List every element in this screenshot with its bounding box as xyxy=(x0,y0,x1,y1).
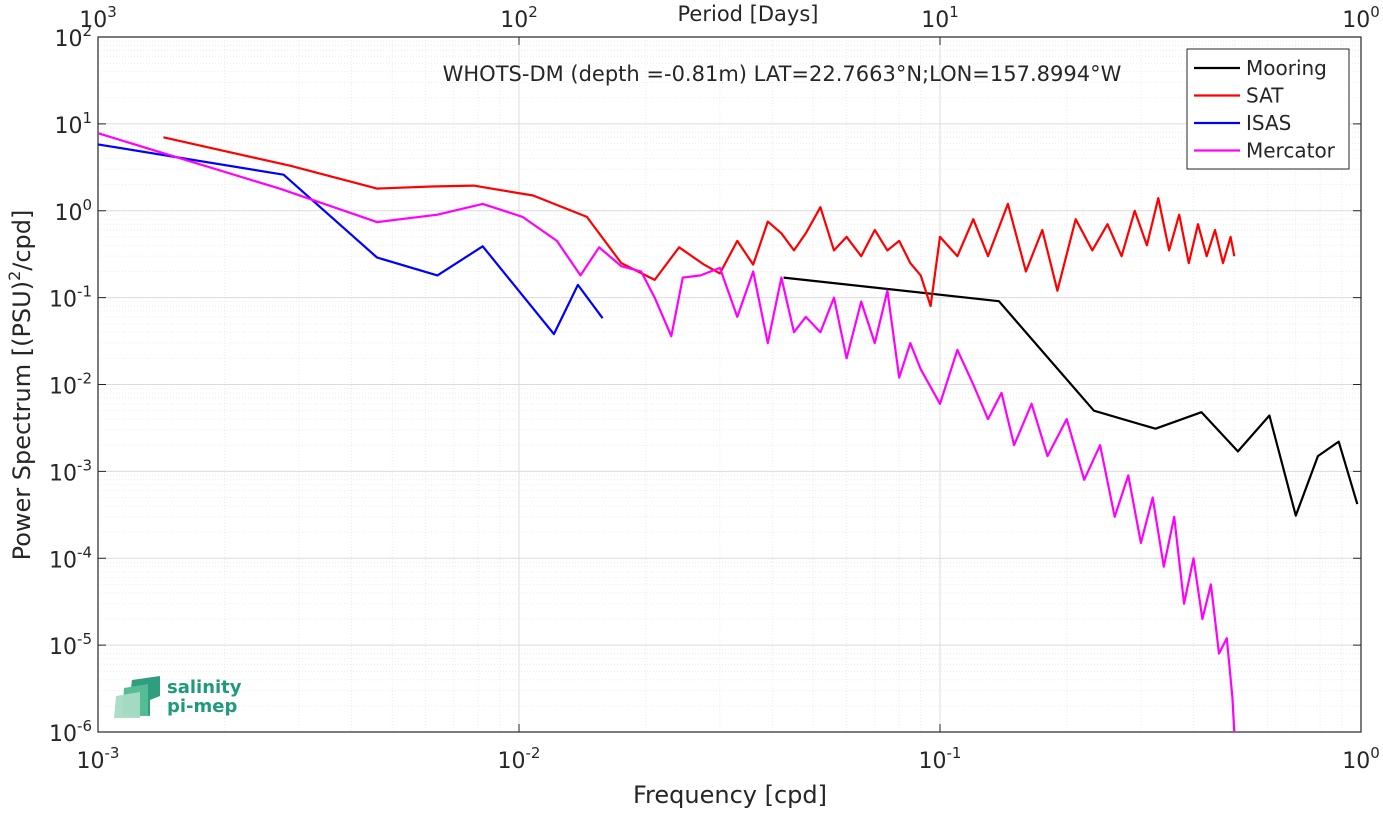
logo-text-salinity: salinity xyxy=(167,677,242,698)
series-line-sat xyxy=(163,136,1236,308)
legend-label-sat: SAT xyxy=(1246,84,1284,108)
salinity-pi-mep-logo: salinity pi-mep xyxy=(114,676,242,718)
y-tick-label: 102 xyxy=(54,22,92,52)
x-tick-label: 10-2 xyxy=(498,744,541,774)
top-tick-label: 101 xyxy=(921,3,959,33)
x-axis-label: Frequency [cpd] xyxy=(633,781,827,809)
top-tick-label: 103 xyxy=(79,3,117,33)
y-axis-label: Power Spectrum [(PSU)2/cpd] xyxy=(5,210,36,561)
series-lines xyxy=(97,132,1359,733)
x-tick-label: 10-3 xyxy=(77,744,120,774)
y-axis-label-main: Power Spectrum [(PSU) xyxy=(8,281,36,560)
series-line-mooring xyxy=(783,276,1359,517)
y-tick-label: 101 xyxy=(54,109,92,139)
top-tick-label: 102 xyxy=(500,3,538,33)
chart-title: WHOTS-DM (depth =-0.81m) LAT=22.7663°N;L… xyxy=(443,62,1122,86)
y-tick-label: 10-4 xyxy=(49,543,92,573)
x-tick-label: 100 xyxy=(1342,744,1380,774)
legend: Mooring SAT ISAS Mercator xyxy=(1186,48,1350,170)
top-tick-label: 100 xyxy=(1342,3,1380,33)
series-line-isas xyxy=(97,143,604,336)
legend-label-isas: ISAS xyxy=(1246,111,1291,135)
y-tick-label: 100 xyxy=(54,196,92,226)
grid xyxy=(97,37,1361,733)
y-axis-label-sup: 2 xyxy=(5,271,24,281)
y-axis-label-tail: /cpd] xyxy=(8,210,36,271)
y-tick-label: 10-6 xyxy=(49,717,92,747)
legend-label-mooring: Mooring xyxy=(1246,56,1327,80)
x-tick-label: 10-1 xyxy=(919,744,962,774)
logo-wave-front xyxy=(114,692,140,718)
logo-text-pi-mep: pi-mep xyxy=(167,696,237,717)
y-tick-label: 10-3 xyxy=(49,456,92,486)
y-tick-label: 10-5 xyxy=(49,630,92,660)
top-axis-label: Period [Days] xyxy=(678,2,819,26)
y-tick-label: 10-2 xyxy=(49,370,92,400)
legend-items: Mooring SAT ISAS Mercator xyxy=(1194,56,1336,163)
y-tick-label: 10-1 xyxy=(49,283,92,313)
series-line-mercator xyxy=(97,132,1236,733)
legend-label-mercator: Mercator xyxy=(1246,139,1336,163)
